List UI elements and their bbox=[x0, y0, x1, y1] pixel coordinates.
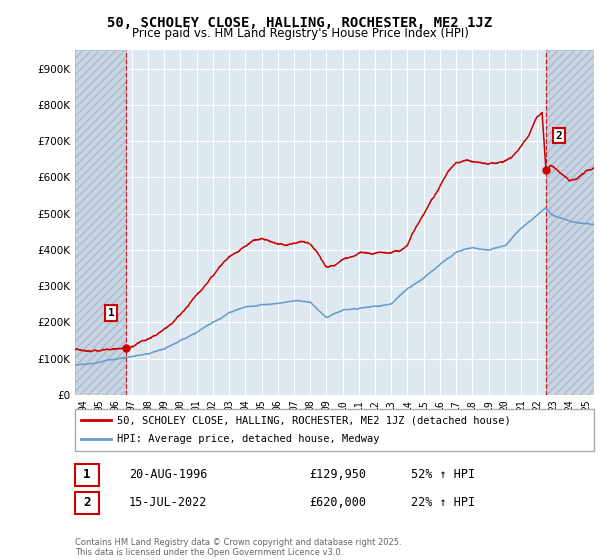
Bar bbox=[546, 50, 594, 395]
Bar bbox=[546, 50, 594, 395]
Text: 2: 2 bbox=[556, 130, 562, 141]
Text: £129,950: £129,950 bbox=[309, 468, 366, 482]
Text: 52% ↑ HPI: 52% ↑ HPI bbox=[411, 468, 475, 482]
Text: 20-AUG-1996: 20-AUG-1996 bbox=[129, 468, 208, 482]
Text: HPI: Average price, detached house, Medway: HPI: Average price, detached house, Medw… bbox=[117, 435, 380, 445]
Text: 50, SCHOLEY CLOSE, HALLING, ROCHESTER, ME2 1JZ (detached house): 50, SCHOLEY CLOSE, HALLING, ROCHESTER, M… bbox=[117, 415, 511, 425]
Text: 1: 1 bbox=[83, 468, 91, 482]
Text: £620,000: £620,000 bbox=[309, 496, 366, 510]
Bar bbox=[75, 50, 126, 395]
Text: 50, SCHOLEY CLOSE, HALLING, ROCHESTER, ME2 1JZ: 50, SCHOLEY CLOSE, HALLING, ROCHESTER, M… bbox=[107, 16, 493, 30]
Text: 15-JUL-2022: 15-JUL-2022 bbox=[129, 496, 208, 510]
Text: Price paid vs. HM Land Registry's House Price Index (HPI): Price paid vs. HM Land Registry's House … bbox=[131, 27, 469, 40]
Bar bbox=[75, 50, 126, 395]
Text: Contains HM Land Registry data © Crown copyright and database right 2025.
This d: Contains HM Land Registry data © Crown c… bbox=[75, 538, 401, 557]
Text: 2: 2 bbox=[83, 496, 91, 510]
Text: 1: 1 bbox=[108, 308, 115, 318]
Text: 22% ↑ HPI: 22% ↑ HPI bbox=[411, 496, 475, 510]
